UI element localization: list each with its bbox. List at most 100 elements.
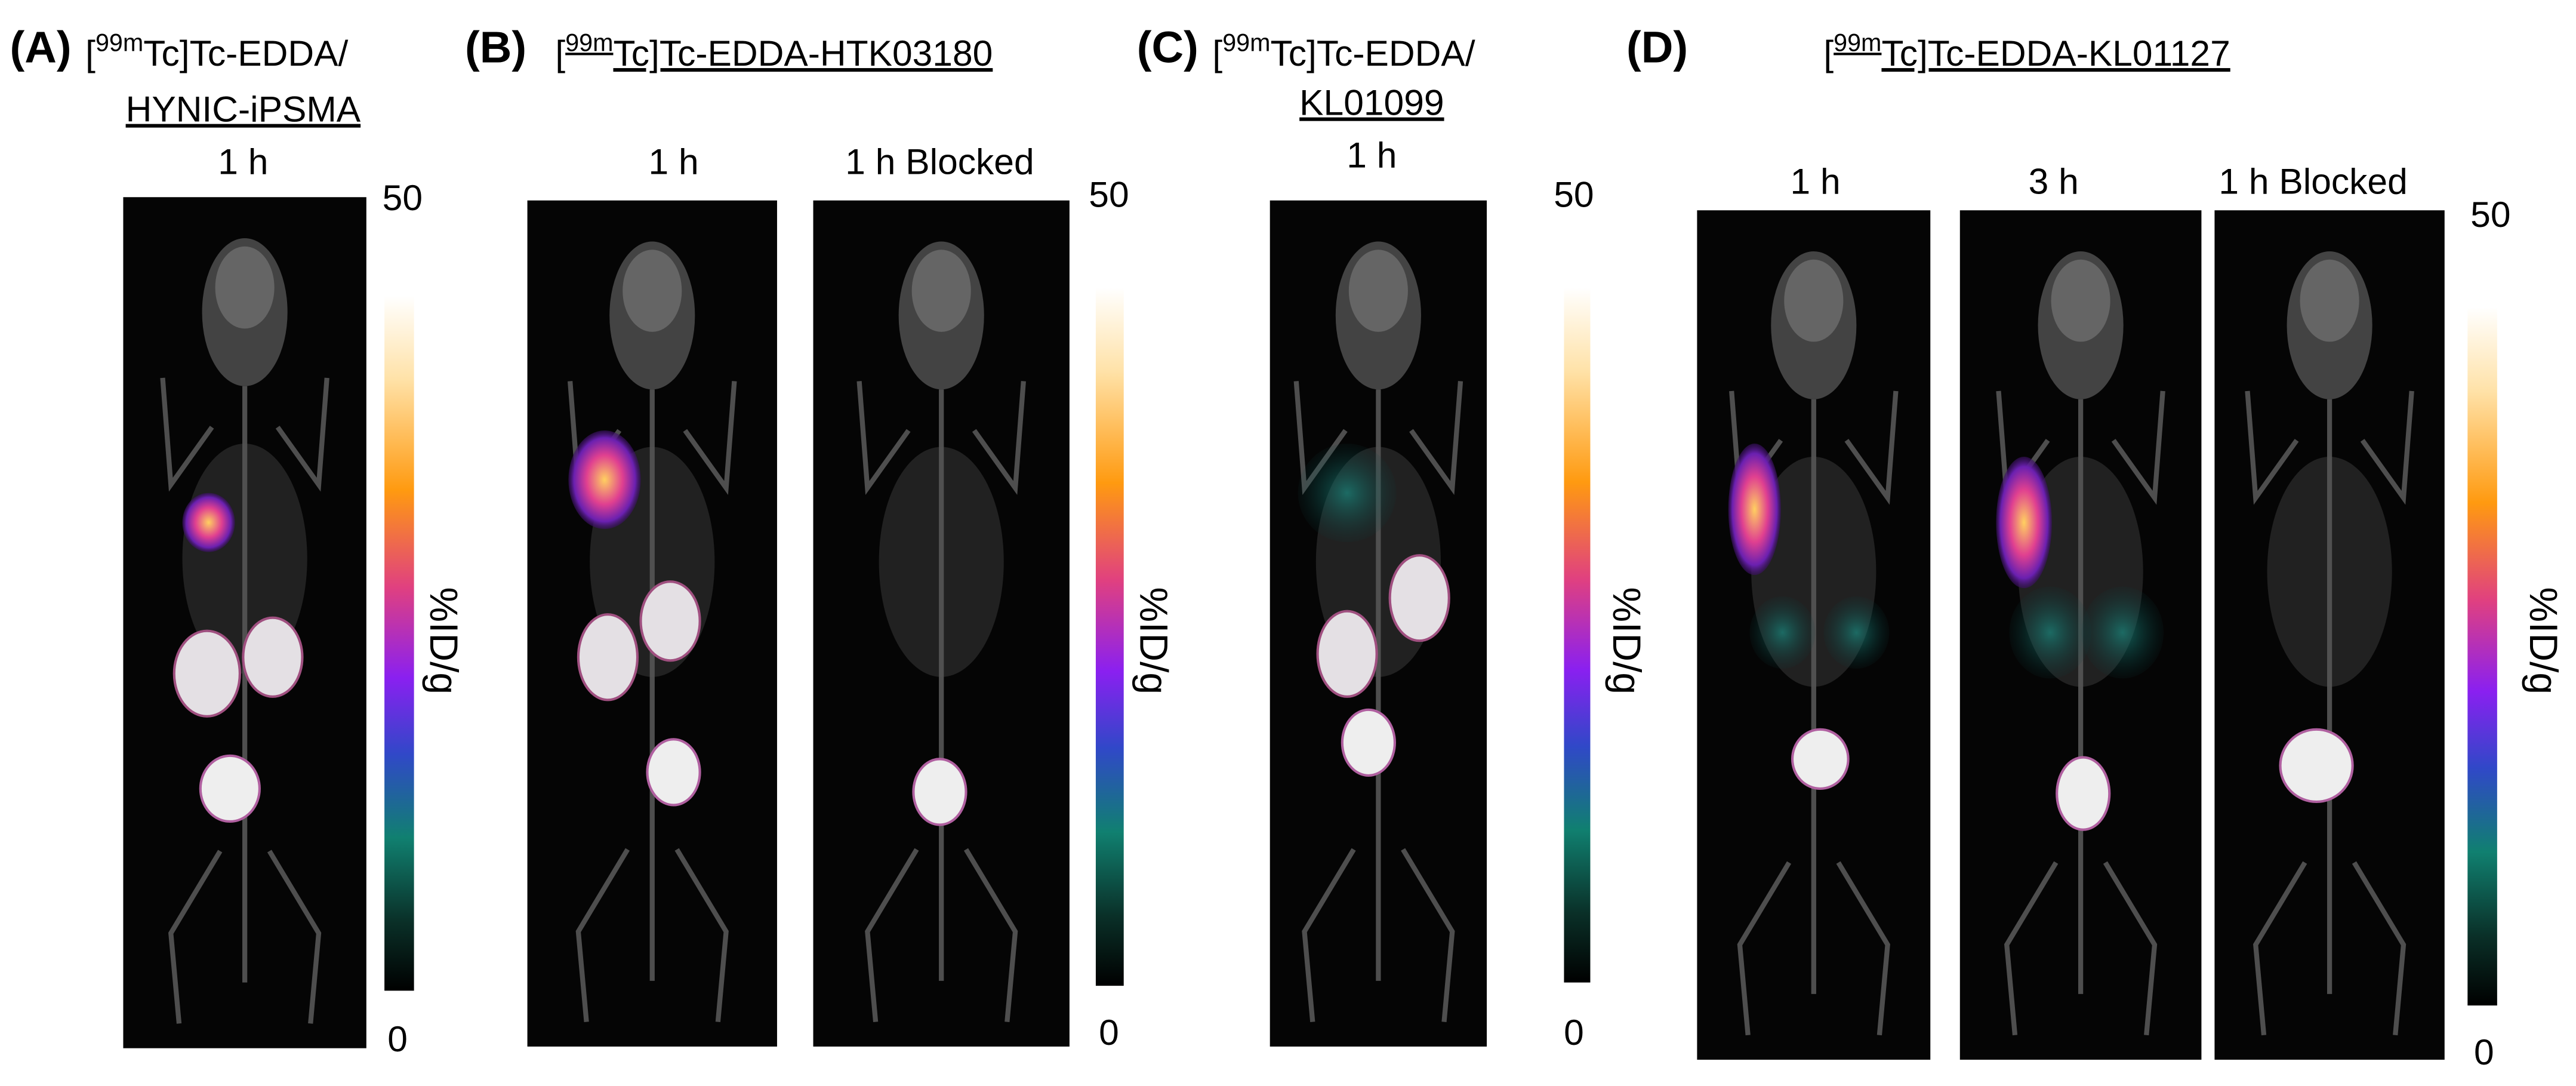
hindlimbs xyxy=(2253,861,2406,1036)
background-uptake xyxy=(2081,586,2164,679)
forelimbs xyxy=(160,377,329,492)
background-uptake xyxy=(1823,596,1890,669)
background-uptake xyxy=(1749,596,1816,669)
bladder xyxy=(199,754,261,823)
colorbar-min: 0 xyxy=(2474,1032,2494,1072)
title-text: Tc]Tc-EDDA-KL01127 xyxy=(1881,33,2230,73)
panel-title: [99mTc]Tc-EDDA/ xyxy=(1212,29,1475,73)
colorbar-min: 0 xyxy=(387,1019,408,1059)
head xyxy=(2300,259,2359,342)
bladder xyxy=(1791,728,1850,790)
skull xyxy=(1335,241,1421,390)
colorbar-max: 50 xyxy=(383,177,423,218)
head xyxy=(623,250,682,332)
scan-image xyxy=(1959,210,2202,1060)
panel-title: [99mTc]Tc-EDDA-HTK03180 xyxy=(555,29,993,73)
hindlimbs xyxy=(865,848,1018,1023)
colorbar-min: 0 xyxy=(1099,1012,1119,1053)
scan-image xyxy=(123,197,366,1048)
skull xyxy=(2287,251,2372,399)
background-uptake xyxy=(2009,586,2091,679)
title-superscript: 99m xyxy=(1834,29,1881,56)
colorbar xyxy=(1095,287,1124,986)
panel-label: (D) xyxy=(1626,23,1688,72)
head xyxy=(911,250,971,332)
bladder xyxy=(646,738,701,807)
scan-image xyxy=(2214,210,2445,1060)
head xyxy=(1784,259,1844,342)
bladder xyxy=(2056,756,2111,831)
tumor xyxy=(182,493,235,552)
scan-image xyxy=(813,200,1070,1047)
colorbar-unit: %ID/g xyxy=(1132,587,1176,694)
time-label: 1 h xyxy=(218,141,268,182)
time-label: 1 h xyxy=(1346,135,1397,176)
time-label: 3 h xyxy=(2029,161,2079,202)
head xyxy=(2051,259,2110,342)
hindlimbs xyxy=(168,850,322,1024)
ribcage xyxy=(2267,457,2392,687)
tumor xyxy=(568,430,641,530)
colorbar-max: 50 xyxy=(1089,174,1129,215)
panel-title-line2: KL01099 xyxy=(1299,82,1444,123)
forelimbs xyxy=(2245,390,2414,505)
background-uptake xyxy=(1298,444,1397,543)
bladder xyxy=(912,758,967,826)
title-text: [ xyxy=(555,33,565,73)
colorbar-unit: %ID/g xyxy=(1605,587,1649,694)
title-superscript: 99m xyxy=(1222,29,1270,56)
time-label: 1 h Blocked xyxy=(845,141,1034,182)
skull xyxy=(609,241,695,390)
kidney xyxy=(1316,610,1378,698)
colorbar-unit: %ID/g xyxy=(422,587,466,694)
colorbar-max: 50 xyxy=(2470,194,2510,235)
title-text: [ xyxy=(1212,33,1222,73)
bladder xyxy=(2279,728,2354,803)
scan-image xyxy=(527,200,777,1047)
tumor xyxy=(1728,444,1781,576)
head xyxy=(1348,250,1408,332)
title-superscript: 99m xyxy=(565,29,613,56)
colorbar xyxy=(384,296,414,991)
colorbar-max: 50 xyxy=(1554,174,1594,215)
ribcage xyxy=(879,447,1004,677)
panel-label: (A) xyxy=(10,23,72,72)
skull xyxy=(2038,251,2124,399)
hindlimbs xyxy=(1302,848,1455,1023)
kidney xyxy=(172,629,241,718)
kidney xyxy=(639,580,701,662)
title-text: Tc]Tc-EDDA/ xyxy=(1271,33,1475,73)
hindlimbs xyxy=(2004,861,2158,1036)
title-text: [ xyxy=(85,33,95,73)
time-label: 1 h xyxy=(1790,161,1840,202)
panel-title: [99mTc]Tc-EDDA-KL01127 xyxy=(1823,29,2230,73)
panel-label: (B) xyxy=(465,23,526,72)
title-text: Tc]Tc-EDDA-HTK03180 xyxy=(613,33,993,73)
time-label: 1 h Blocked xyxy=(2218,161,2407,202)
title-text: [ xyxy=(1823,33,1834,73)
bladder xyxy=(1341,708,1396,777)
kidney xyxy=(242,616,304,698)
scan-image xyxy=(1697,210,1931,1060)
colorbar xyxy=(1564,287,1591,983)
title-text: Tc]Tc-EDDA/ xyxy=(143,33,348,73)
skull xyxy=(202,238,288,386)
panel-label: (C) xyxy=(1137,23,1198,72)
head xyxy=(215,246,275,329)
colorbar-unit: %ID/g xyxy=(2522,587,2566,694)
forelimbs xyxy=(856,381,1026,495)
panel-title-line2: HYNIC-iPSMA xyxy=(126,89,361,130)
tumor xyxy=(1996,457,2052,589)
kidney xyxy=(1388,554,1450,642)
scan-image xyxy=(1269,200,1487,1047)
skull xyxy=(1771,251,1857,399)
skull xyxy=(898,241,984,390)
panel-title: [99mTc]Tc-EDDA/ xyxy=(85,29,348,73)
time-label: 1 h xyxy=(648,141,698,182)
colorbar-min: 0 xyxy=(1564,1012,1584,1053)
hindlimbs xyxy=(1737,861,1890,1036)
title-superscript: 99m xyxy=(95,29,143,56)
kidney xyxy=(577,613,639,702)
colorbar xyxy=(2467,307,2497,1006)
